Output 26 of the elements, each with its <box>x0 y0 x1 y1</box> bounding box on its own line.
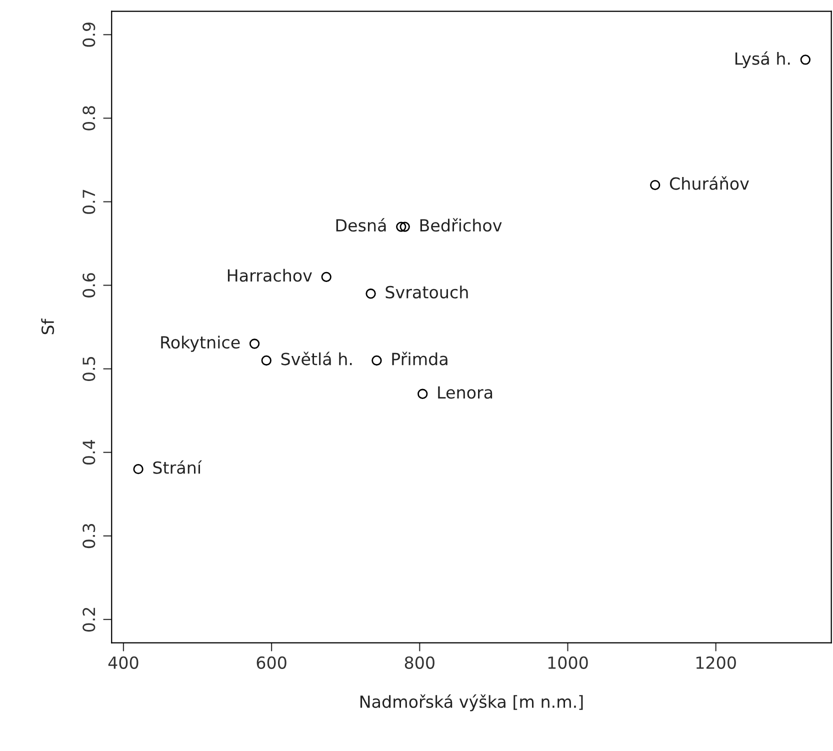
annotation: Rokytnice <box>161 336 240 352</box>
y-tick-label: 0.7 <box>82 190 96 214</box>
annotation: Světlá h. <box>281 352 352 366</box>
annotation: Strání <box>153 460 202 474</box>
x-tick-label: 1000 <box>548 656 588 669</box>
x-tick-label: 800 <box>404 656 434 669</box>
x-tick-label: 600 <box>256 656 286 669</box>
x-axis-title: Nadmořská výška [m n.m.] <box>360 694 583 712</box>
x-tick-label: 400 <box>108 656 138 669</box>
x-tick-label: 1200 <box>696 656 736 669</box>
annotation: Desná <box>336 218 386 232</box>
y-tick-label: 0.2 <box>82 608 96 632</box>
y-axis-title: Sf <box>41 318 54 334</box>
y-tick-label: 0.3 <box>82 524 96 548</box>
y-tick-label: 0.5 <box>82 357 96 381</box>
annotation: Svratouch <box>386 286 468 298</box>
annotation: Lysá h. <box>735 51 790 68</box>
annotation: Přimda <box>392 352 448 366</box>
annotation: Bedřichov <box>420 218 502 232</box>
y-tick-label: 0.4 <box>82 440 96 465</box>
annotation: Lenora <box>438 386 492 399</box>
y-tick-label: 0.6 <box>82 273 96 298</box>
annotation: Harrachov <box>228 268 312 282</box>
y-tick-label: 0.8 <box>82 106 96 130</box>
y-tick-label: 0.9 <box>82 22 96 47</box>
annotation: Churáňov <box>670 176 749 190</box>
